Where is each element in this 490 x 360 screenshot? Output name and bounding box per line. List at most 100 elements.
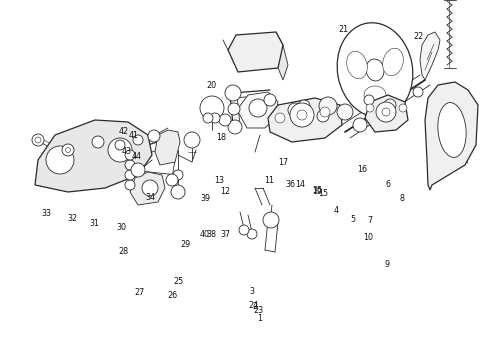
Circle shape	[290, 103, 314, 127]
Polygon shape	[420, 32, 440, 80]
Circle shape	[225, 85, 241, 101]
Text: 27: 27	[135, 288, 145, 297]
Circle shape	[62, 144, 74, 156]
Circle shape	[317, 110, 329, 122]
Text: 42: 42	[119, 127, 128, 136]
Ellipse shape	[347, 51, 368, 79]
Text: 39: 39	[201, 194, 211, 202]
Circle shape	[288, 103, 302, 117]
Circle shape	[142, 180, 158, 196]
Circle shape	[399, 104, 407, 112]
Text: 23: 23	[254, 306, 264, 315]
Circle shape	[108, 138, 132, 162]
Text: 4: 4	[333, 206, 338, 215]
Circle shape	[125, 170, 135, 180]
Text: 6: 6	[386, 180, 391, 189]
Polygon shape	[365, 95, 408, 132]
Circle shape	[364, 95, 374, 105]
Circle shape	[125, 150, 135, 160]
Circle shape	[376, 102, 396, 122]
Circle shape	[92, 136, 104, 148]
Text: 25: 25	[174, 277, 184, 286]
Text: 35: 35	[313, 186, 322, 195]
Text: 44: 44	[131, 152, 141, 161]
Circle shape	[319, 97, 337, 115]
Circle shape	[384, 99, 396, 111]
Circle shape	[298, 100, 310, 112]
Text: 40: 40	[200, 230, 210, 239]
Circle shape	[184, 132, 200, 148]
Text: 19: 19	[313, 188, 322, 197]
Circle shape	[228, 120, 242, 134]
Ellipse shape	[316, 106, 334, 118]
Text: 15: 15	[318, 189, 328, 198]
Text: 13: 13	[214, 176, 224, 185]
Circle shape	[115, 140, 125, 150]
Text: 37: 37	[220, 230, 230, 239]
Circle shape	[148, 130, 160, 142]
Text: 22: 22	[414, 32, 424, 41]
Circle shape	[366, 104, 374, 112]
Text: 18: 18	[217, 133, 226, 142]
Ellipse shape	[383, 48, 403, 76]
Circle shape	[228, 103, 240, 115]
Circle shape	[297, 110, 307, 120]
Text: 33: 33	[42, 209, 51, 217]
Circle shape	[166, 174, 178, 186]
Text: 16: 16	[358, 165, 368, 174]
Circle shape	[133, 135, 143, 145]
Text: 34: 34	[146, 193, 155, 202]
Text: 38: 38	[207, 230, 217, 239]
Circle shape	[337, 104, 353, 120]
Text: 21: 21	[338, 25, 348, 34]
Circle shape	[173, 170, 183, 180]
Text: 41: 41	[128, 131, 138, 140]
Ellipse shape	[438, 103, 466, 157]
Polygon shape	[268, 98, 342, 142]
Circle shape	[219, 114, 231, 126]
Circle shape	[353, 118, 367, 132]
Circle shape	[203, 113, 213, 123]
Text: 10: 10	[364, 233, 373, 242]
Polygon shape	[237, 92, 278, 128]
Text: 31: 31	[89, 220, 99, 229]
Text: 1: 1	[257, 314, 262, 323]
Text: 29: 29	[180, 240, 190, 248]
Text: 24: 24	[248, 301, 258, 310]
Circle shape	[263, 212, 279, 228]
Circle shape	[125, 180, 135, 190]
Circle shape	[249, 99, 267, 117]
Polygon shape	[130, 172, 165, 205]
Text: 26: 26	[168, 292, 177, 300]
Text: 30: 30	[117, 223, 126, 232]
Polygon shape	[155, 130, 180, 165]
Ellipse shape	[364, 86, 386, 104]
Text: 32: 32	[68, 215, 77, 223]
Circle shape	[413, 87, 423, 97]
Circle shape	[35, 137, 41, 143]
Polygon shape	[276, 32, 288, 80]
Circle shape	[382, 108, 390, 116]
Text: 36: 36	[285, 180, 295, 189]
Text: 8: 8	[399, 194, 404, 202]
Polygon shape	[425, 82, 478, 190]
Text: 20: 20	[207, 81, 217, 90]
Text: 43: 43	[122, 148, 131, 157]
Text: 9: 9	[385, 260, 390, 269]
Circle shape	[200, 96, 224, 120]
Text: 12: 12	[220, 187, 230, 196]
Circle shape	[239, 225, 249, 235]
Circle shape	[264, 94, 276, 106]
Circle shape	[66, 148, 71, 153]
Text: 7: 7	[368, 216, 372, 225]
Circle shape	[320, 107, 330, 117]
Circle shape	[46, 146, 74, 174]
Text: 14: 14	[295, 180, 305, 189]
Text: 2: 2	[252, 302, 257, 311]
Text: 28: 28	[119, 247, 128, 256]
Text: 3: 3	[250, 287, 255, 296]
Circle shape	[171, 185, 185, 199]
Circle shape	[125, 160, 135, 170]
Polygon shape	[35, 120, 152, 192]
Circle shape	[247, 229, 257, 239]
